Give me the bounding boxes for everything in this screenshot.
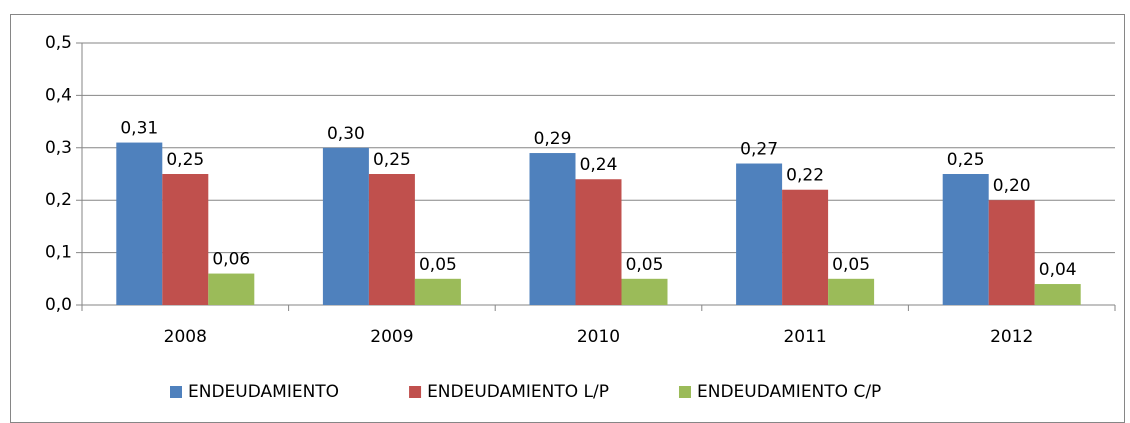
legend-label: ENDEUDAMIENTO L/P	[427, 382, 609, 402]
legend-label: ENDEUDAMIENTO	[188, 382, 339, 402]
x-tick-label: 2012	[990, 327, 1033, 347]
value-label: 0,24	[580, 155, 618, 175]
bar	[828, 278, 875, 305]
legend-swatch	[170, 386, 182, 398]
value-label: 0,27	[740, 140, 778, 160]
y-tick-label: 0,5	[45, 33, 72, 53]
y-tick-label: 0,1	[45, 243, 72, 263]
value-label: 0,30	[327, 124, 365, 144]
legend-swatch	[409, 386, 422, 398]
legend-label: ENDEUDAMIENTO C/P	[697, 382, 881, 402]
value-label: 0,05	[419, 255, 457, 275]
bar	[208, 273, 255, 305]
value-label: 0,06	[212, 250, 250, 270]
value-label: 0,31	[120, 119, 158, 139]
bar	[1034, 284, 1081, 305]
value-label: 0,20	[993, 176, 1031, 196]
y-tick-label: 0,3	[45, 138, 72, 158]
bar	[116, 142, 163, 305]
x-tick-label: 2011	[783, 327, 826, 347]
bar	[988, 200, 1035, 305]
bar	[162, 174, 209, 305]
bar	[942, 174, 989, 305]
x-tick-label: 2009	[370, 327, 413, 347]
value-label: 0,25	[166, 150, 204, 170]
value-label: 0,22	[786, 166, 824, 186]
value-label: 0,05	[832, 255, 870, 275]
value-label: 0,25	[373, 150, 411, 170]
x-tick-label: 2008	[164, 327, 207, 347]
x-tick-label: 2010	[577, 327, 620, 347]
value-label: 0,04	[1039, 260, 1077, 280]
bar	[782, 189, 829, 305]
bar	[575, 179, 622, 305]
bar	[322, 147, 369, 305]
bar	[368, 174, 415, 305]
legend-swatch	[678, 386, 691, 398]
bar	[621, 278, 668, 305]
value-label: 0,29	[534, 129, 572, 149]
bar	[736, 163, 783, 305]
value-label: 0,25	[947, 150, 985, 170]
bar	[414, 278, 461, 305]
y-tick-label: 0,4	[45, 85, 72, 105]
y-tick-label: 0,2	[45, 190, 72, 210]
bar	[529, 153, 576, 305]
y-tick-label: 0,0	[45, 295, 72, 315]
value-label: 0,05	[626, 255, 664, 275]
